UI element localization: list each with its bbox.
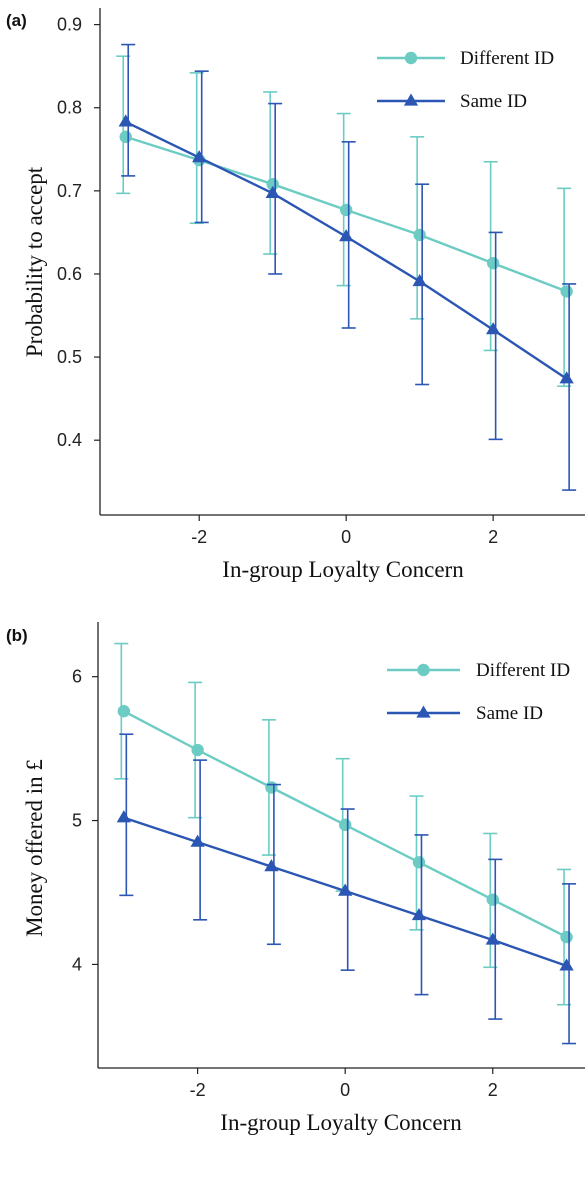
data-point [486, 322, 501, 335]
y-tick-label: 0.6 [57, 264, 82, 284]
x-tick-label: 2 [488, 1080, 498, 1100]
legend-marker [417, 663, 430, 677]
data-point [413, 228, 426, 242]
legend-label: Different ID [476, 660, 570, 681]
x-axis-title: In-group Loyalty Concern [220, 1110, 462, 1135]
y-tick-label: 0.9 [57, 15, 82, 35]
legend-item-same-id: Same ID [377, 91, 527, 112]
series-different-id [114, 642, 573, 1006]
y-tick-label: 0.8 [57, 98, 82, 118]
data-point [559, 371, 574, 384]
y-tick-label: 4 [72, 954, 82, 974]
data-point [411, 907, 427, 921]
legend-item-different-id: Different ID [387, 660, 570, 681]
legend-marker [403, 93, 419, 106]
legend-label: Same ID [476, 703, 543, 724]
data-point [412, 856, 426, 869]
data-point [339, 203, 353, 217]
panel-b: (b) 4 5 6 -2 0 2 In-group Loyalty Concern Money … [6, 622, 585, 1135]
x-tick-label: -2 [191, 527, 207, 547]
data-point [116, 810, 131, 823]
error-bar [121, 43, 136, 177]
data-point [560, 930, 573, 944]
y-tick-label: 5 [72, 811, 82, 831]
x-tick-label: 0 [340, 1080, 350, 1100]
legend-marker [404, 51, 418, 65]
series-same-id [116, 733, 577, 1045]
data-point [338, 818, 352, 832]
series-line [125, 120, 568, 380]
panel-letter: (b) [6, 626, 28, 645]
data-point [412, 273, 427, 287]
y-axis-title: Probability to accept [22, 166, 47, 357]
x-tick-label: 2 [488, 527, 498, 547]
data-point [117, 705, 131, 718]
data-point [339, 229, 354, 242]
error-bar [562, 283, 577, 491]
data-point [190, 834, 205, 847]
data-point [192, 150, 207, 163]
data-point [265, 781, 278, 794]
error-bar [488, 231, 503, 441]
y-tick-label: 0.4 [57, 430, 82, 450]
data-point [265, 185, 280, 198]
panel-a: (a) 0.4 0.5 0.6 0.7 0.8 0.9 -2 0 2 In-group Loyalt… [6, 8, 585, 582]
legend-item-different-id: Different ID [377, 48, 554, 69]
legend-marker [416, 705, 431, 718]
data-point [486, 256, 500, 270]
data-point [118, 114, 133, 127]
error-bar [194, 70, 209, 224]
data-point [338, 883, 353, 896]
data-point [560, 285, 573, 298]
error-bar [268, 102, 283, 275]
data-point [264, 859, 279, 872]
legend-label: Same ID [460, 91, 527, 112]
x-tick-label: 0 [341, 527, 351, 547]
panel-letter: (a) [6, 11, 27, 30]
y-tick-label: 0.5 [57, 347, 82, 367]
data-point [559, 958, 574, 971]
y-tick-label: 6 [72, 667, 82, 687]
series-same-id [118, 43, 577, 491]
legend-item-same-id: Same ID [387, 703, 543, 724]
legend-label: Different ID [460, 48, 554, 69]
data-point [485, 932, 500, 945]
data-point [486, 893, 499, 906]
x-axis-title: In-group Loyalty Concern [222, 557, 464, 582]
x-tick-label: -2 [190, 1080, 206, 1100]
data-point [191, 743, 204, 757]
y-axis-title: Money offered in £ [22, 759, 47, 937]
data-point [119, 130, 132, 144]
y-tick-label: 0.7 [57, 181, 82, 201]
